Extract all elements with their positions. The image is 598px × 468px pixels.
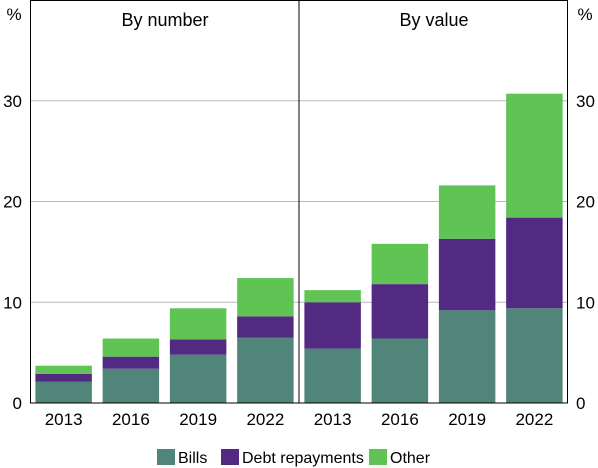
- bar-other: [169, 308, 227, 340]
- x-tick-label: 2013: [314, 410, 352, 429]
- bar-bills: [304, 348, 361, 403]
- bar-bills: [237, 337, 294, 403]
- x-tick-label: 2013: [45, 410, 83, 429]
- x-tick-label: 2016: [381, 410, 419, 429]
- x-tick-label: 2022: [515, 410, 553, 429]
- legend-label: Other: [390, 450, 431, 467]
- y-tick-label-left: 20: [3, 193, 22, 212]
- legend-swatch: [157, 449, 175, 465]
- x-tick-label: 2019: [179, 410, 217, 429]
- bar-bills: [438, 310, 496, 403]
- bar-bills: [102, 368, 160, 403]
- bar-bills: [506, 308, 563, 403]
- panel-title-left: By number: [121, 10, 208, 30]
- panel-title-right: By value: [399, 10, 468, 30]
- y-tick-label-right: 0: [576, 394, 585, 413]
- bar-debt-repayments: [102, 356, 160, 369]
- bars: [35, 93, 563, 403]
- bar-debt-repayments: [35, 373, 92, 382]
- y-unit-left: %: [6, 5, 21, 24]
- bar-other: [237, 278, 294, 317]
- y-tick-label-right: 10: [576, 293, 595, 312]
- legend-label: Debt repayments: [242, 450, 364, 467]
- y-tick-label-right: 20: [576, 193, 595, 212]
- x-tick-label: 2019: [448, 410, 486, 429]
- bar-other: [102, 338, 160, 357]
- bar-debt-repayments: [304, 302, 361, 349]
- bar-debt-repayments: [438, 238, 496, 311]
- bar-other: [506, 93, 563, 218]
- legend-swatch: [221, 449, 239, 465]
- x-tick-label: 2016: [112, 410, 150, 429]
- legend-label: Bills: [178, 450, 207, 467]
- bar-bills: [35, 381, 92, 403]
- y-tick-label-left: 0: [13, 394, 22, 413]
- bar-other: [371, 243, 429, 285]
- bar-bills: [371, 338, 429, 403]
- y-unit-right: %: [577, 5, 592, 24]
- y-tick-label-left: 10: [3, 293, 22, 312]
- legend-swatch: [369, 449, 387, 465]
- bar-bills: [169, 354, 227, 403]
- x-axis-ticks: 2013 2016 2019 2022 2013 2016 2019 2022: [45, 410, 554, 429]
- bar-debt-repayments: [169, 339, 227, 355]
- y-axis-ticks: 0 0 10 10 20 20 30 30: [3, 92, 595, 413]
- y-tick-label-left: 30: [3, 92, 22, 111]
- legend: Bills Debt repayments Other: [157, 449, 431, 467]
- y-tick-label-right: 30: [576, 92, 595, 111]
- x-tick-label: 2022: [246, 410, 284, 429]
- bar-other: [304, 290, 361, 303]
- bar-debt-repayments: [506, 217, 563, 309]
- bar-debt-repayments: [237, 316, 294, 338]
- plot-frame: [30, 0, 568, 404]
- bar-other: [35, 365, 92, 374]
- bar-other: [438, 185, 496, 239]
- bar-debt-repayments: [371, 284, 429, 339]
